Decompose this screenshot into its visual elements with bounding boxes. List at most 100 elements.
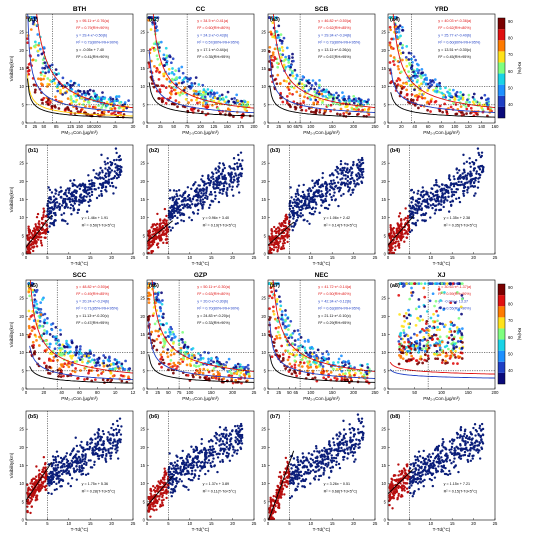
data-point <box>184 199 187 202</box>
data-point <box>159 332 163 336</box>
data-point <box>305 351 308 355</box>
data-point <box>147 286 150 289</box>
data-point <box>176 216 179 220</box>
data-point <box>161 316 165 319</box>
data-point <box>359 99 362 103</box>
data-point <box>476 113 479 116</box>
data-point <box>411 60 414 64</box>
data-point <box>197 109 200 112</box>
data-point <box>329 179 333 183</box>
data-point <box>156 29 159 32</box>
data-point <box>118 101 121 105</box>
data-point <box>312 192 316 196</box>
data-point <box>410 201 413 204</box>
data-point <box>300 78 304 82</box>
data-point <box>311 186 315 189</box>
data-point <box>157 78 161 81</box>
data-point <box>188 216 191 219</box>
data-point <box>167 212 171 215</box>
data-point <box>204 101 208 105</box>
data-point <box>86 361 89 365</box>
data-point <box>55 197 58 201</box>
data-point <box>206 197 209 201</box>
data-point <box>73 202 77 205</box>
data-point <box>237 153 240 157</box>
data-point <box>344 363 347 367</box>
data-point <box>87 101 91 104</box>
data-point <box>270 65 274 69</box>
data-point <box>449 184 452 187</box>
data-point <box>65 339 68 343</box>
data-point <box>90 190 94 194</box>
data-point <box>435 197 439 200</box>
data-point <box>468 173 472 176</box>
data-point <box>446 186 450 189</box>
data-point <box>422 195 425 198</box>
data-point <box>275 61 279 65</box>
data-point <box>226 186 229 190</box>
fit-curve <box>29 345 133 381</box>
data-point <box>325 187 329 190</box>
data-point <box>439 87 442 90</box>
data-point <box>33 237 36 241</box>
data-point <box>459 97 463 100</box>
data-point <box>37 344 41 347</box>
data-point <box>69 354 72 358</box>
data-point <box>198 370 202 374</box>
data-point <box>275 16 279 19</box>
data-point <box>110 177 113 181</box>
data-point <box>395 27 398 31</box>
x-tick-label: 75 <box>298 124 303 129</box>
data-point <box>420 76 423 80</box>
data-point <box>52 221 56 225</box>
data-point <box>82 195 85 199</box>
data-point <box>164 238 168 241</box>
data-point <box>446 189 450 192</box>
data-point <box>240 174 243 178</box>
data-point <box>101 176 104 179</box>
data-point <box>231 381 235 385</box>
data-point <box>110 112 113 116</box>
data-point <box>164 86 168 89</box>
data-point <box>165 351 169 355</box>
data-point <box>241 103 245 106</box>
data-point <box>322 88 326 91</box>
data-point <box>426 108 429 112</box>
data-point <box>163 207 167 211</box>
data-point <box>480 106 484 110</box>
data-point <box>269 286 273 290</box>
data-point <box>304 197 307 201</box>
equation-text: R² = 0.14(T-Td<5°C) <box>324 223 358 227</box>
x-tick-label: 160 <box>492 124 500 129</box>
data-point <box>171 67 174 70</box>
data-point <box>227 171 230 175</box>
data-point <box>66 352 70 355</box>
data-point <box>42 96 46 100</box>
data-point <box>168 96 172 100</box>
plot-area <box>268 156 365 254</box>
fit-line <box>388 215 415 246</box>
data-point <box>429 199 433 202</box>
x-axis-label: PM₂.₅Con.(μg/m³) <box>182 396 219 401</box>
data-point <box>352 97 356 101</box>
data-point <box>191 197 195 200</box>
data-point <box>405 230 408 233</box>
data-point <box>33 333 37 337</box>
data-point <box>284 55 287 59</box>
data-point <box>201 198 205 201</box>
data-point <box>335 176 339 179</box>
data-point <box>216 373 220 377</box>
data-point <box>87 354 90 358</box>
data-point <box>307 106 311 110</box>
data-point <box>462 184 466 187</box>
panel-a1: 0 25 50 85 125 150 180 200 25 300510152025BTH(a1)… <box>9 6 136 135</box>
data-point <box>449 200 452 204</box>
data-point <box>308 187 311 190</box>
data-point <box>92 169 95 172</box>
equation-text: y = 24.3·x^-0.43(b) <box>197 33 228 37</box>
data-point <box>438 202 441 205</box>
data-point <box>42 207 45 210</box>
data-point <box>34 299 38 303</box>
data-point <box>176 91 180 95</box>
data-point <box>121 374 125 378</box>
